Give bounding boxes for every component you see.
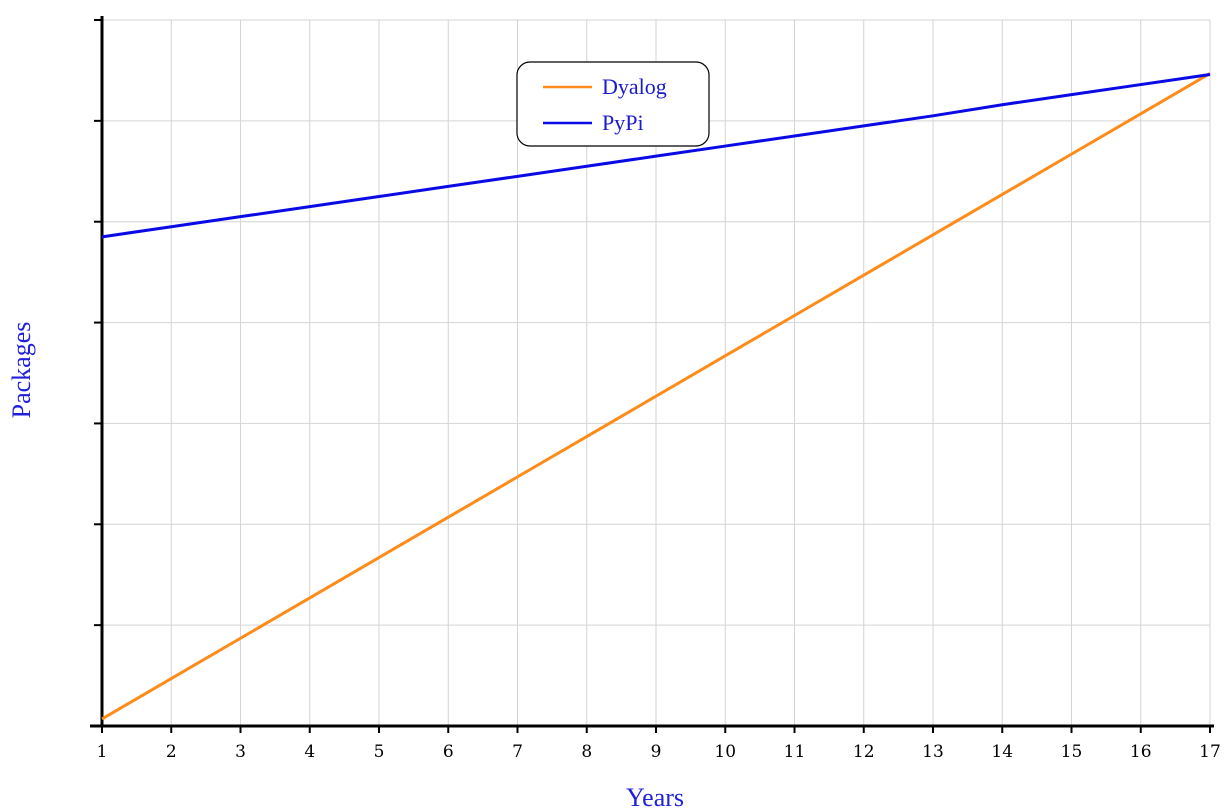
x-tick-label: 10 [714,742,736,762]
x-tick-label: 3 [235,742,246,762]
legend-box [516,61,710,147]
x-tick-label: 12 [853,742,875,762]
x-tick-label: 16 [1130,742,1152,762]
x-tick-label: 8 [581,742,592,762]
x-tick-label: 11 [784,742,806,762]
x-tick-label: 9 [651,742,662,762]
x-tick-label: 13 [922,742,944,762]
x-tick-label: 14 [991,742,1013,762]
x-tick-label: 4 [304,742,315,762]
series-line-dyalog [101,72,1211,721]
axes [90,16,1214,728]
x-tick-label: 2 [166,742,177,762]
x-tick-label: 17 [1199,742,1221,762]
x-axis-title: Years [626,783,684,812]
x-tick-label: 15 [1061,742,1083,762]
legend-label-series-0: Dyalog [602,74,667,99]
series-lines [101,72,1211,721]
legend: Dyalog PyPi [516,61,710,147]
y-axis-title: Packages [7,322,36,419]
x-tick-label: 6 [443,742,454,762]
legend-label-series-1: PyPi [602,110,644,135]
x-tick-label: 7 [512,742,523,762]
series-line-pypi [101,72,1211,239]
x-tick-label: 5 [374,742,385,762]
x-tick-label: 1 [97,742,108,762]
x-axis-ticks: 1 2 3 4 5 6 7 8 9 10 11 12 13 14 15 16 17 [97,726,1221,762]
